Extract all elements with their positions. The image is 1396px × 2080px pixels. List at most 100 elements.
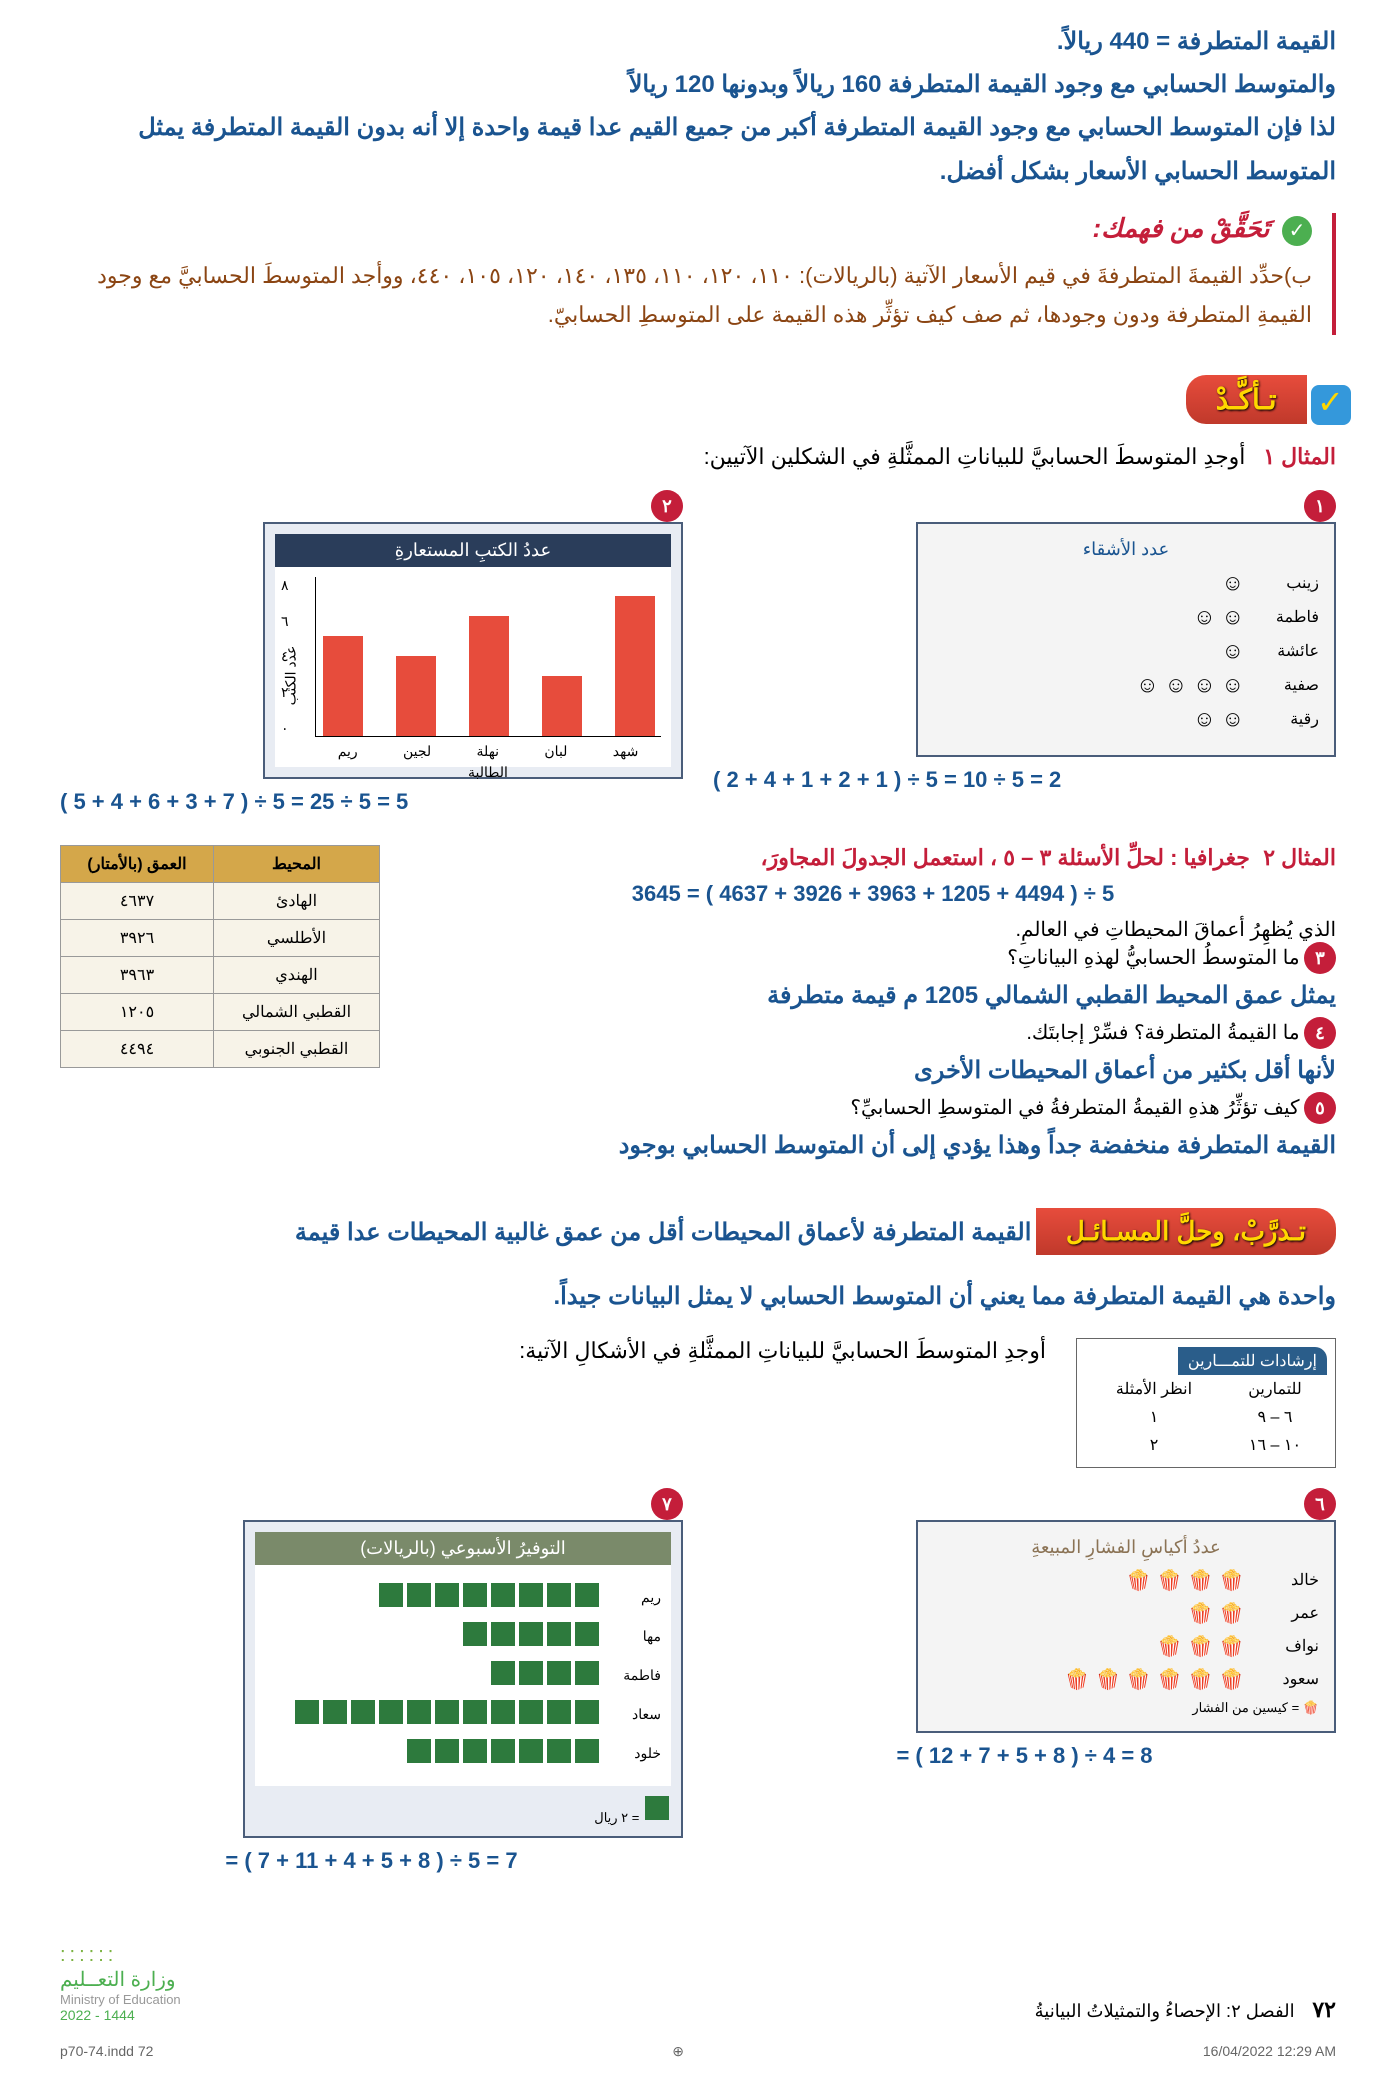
green-square-icon: [407, 1583, 431, 1607]
green-square-icon: [379, 1583, 403, 1607]
picto-label: صفية: [1259, 675, 1319, 695]
guide-box: إرشادات للتمـــارين للتمارينانظر الأمثلة…: [1076, 1338, 1336, 1468]
green-label: ريم: [611, 1589, 661, 1606]
takid-banner: تـأكَّـدْ: [1186, 375, 1307, 424]
num-3: ٣: [1304, 942, 1336, 974]
picto-label: عائشة: [1259, 641, 1319, 661]
green-square-icon: [575, 1661, 599, 1685]
bar: [615, 596, 655, 736]
green-square-icon: [491, 1661, 515, 1685]
green-square-icon: [463, 1583, 487, 1607]
check-icon: ✓: [1282, 216, 1312, 246]
guide-title: إرشادات للتمـــارين: [1178, 1347, 1327, 1375]
q4: ما القيمةُ المتطرفة؟ فسِّرْ إجابتَك.: [1026, 1022, 1299, 1044]
date: 16/04/2022 12:29 AM: [1203, 2043, 1336, 2060]
chart7-legend: = ٢ ريال: [255, 1794, 671, 1826]
geo-intro: جغرافيا : لحلِّ الأسئلة ٣ – ٥ ، استعمل ا…: [761, 845, 1250, 870]
bar-label: شهد: [613, 743, 639, 760]
picto-label: نواف: [1259, 1636, 1319, 1656]
num-6: ٦: [1304, 1488, 1336, 1520]
picto-label: خالد: [1259, 1570, 1319, 1590]
charts-row-2: ٦ عددُ أكياسِ الفشارِ المبيعةِ خالد🍿🍿🍿🍿ع…: [60, 1488, 1336, 1884]
chart7-title: التوفيرُ الأسبوعي (بالريالات): [255, 1532, 671, 1565]
green-square-icon: [351, 1700, 375, 1724]
green-square-icon: [491, 1739, 515, 1763]
picto-row: عمر🍿🍿: [933, 1601, 1319, 1626]
num-2: ٢: [651, 490, 683, 522]
example2-text-col: المثال ٢ جغرافيا : لحلِّ الأسئلة ٣ – ٥ ،…: [410, 845, 1336, 1168]
green-square-icon: [435, 1739, 459, 1763]
green-square-icon: [519, 1700, 543, 1724]
popcorn-icon: 🍿: [1065, 1667, 1090, 1692]
ocean-table-col: المحيط العمق (بالأمتار) الهادئ٤٦٣٧الأطلس…: [60, 845, 380, 1068]
stick-icon: ☺: [1222, 570, 1244, 596]
bar: [542, 676, 582, 736]
check-body: ب)حدِّد القيمةَ المتطرفةَ في قيم الأسعار…: [60, 256, 1312, 335]
green-square-icon: [463, 1739, 487, 1763]
x-label: الطالبة: [315, 764, 661, 781]
green-label: فاطمة: [611, 1667, 661, 1684]
green-square-icon: [575, 1739, 599, 1763]
conclusion-line1: لذا فإن المتوسط الحسابي مع وجود القيمة ا…: [60, 106, 1336, 149]
popcorn-pictograph: عددُ أكياسِ الفشارِ المبيعةِ خالد🍿🍿🍿🍿عمر…: [916, 1520, 1336, 1733]
mean-comparison: والمتوسط الحسابي مع وجود القيمة المتطرفة…: [60, 63, 1336, 106]
green-label: خلود: [611, 1745, 661, 1762]
crop-icon: ⊕: [672, 2043, 684, 2060]
popcorn-icon: 🍿: [1157, 1634, 1182, 1659]
chart7-col: ٧ التوفيرُ الأسبوعي (بالريالات) ريممهافا…: [60, 1488, 683, 1884]
ans4: لأنها أقل بكثير من أعماق المحيطات الأخرى: [410, 1049, 1336, 1092]
ocean-h2: العمق (بالأمتار): [61, 845, 214, 882]
page-num: ٧٢: [1312, 1997, 1336, 2022]
picto-label: زينب: [1259, 573, 1319, 593]
tadrib-text: أوجدِ المتوسطَ الحسابيَّ للبياناتِ الممث…: [60, 1338, 1046, 1364]
green-square-icon: [491, 1700, 515, 1724]
tadrib-banner: تـدرَّبْ، وحلَّ المسـائـل: [1036, 1208, 1336, 1255]
popcorn-icon: 🍿: [1219, 1568, 1244, 1593]
popcorn-icon: 🍿: [1126, 1568, 1151, 1593]
guide-r1a: ٦ – ٩: [1223, 1403, 1327, 1431]
green-square-icon: [491, 1622, 515, 1646]
q5: كيف تؤثِّرُ هذهِ القيمةُ المتطرفةُ في ال…: [850, 1097, 1299, 1119]
picto-row: عائشة☺: [933, 638, 1319, 664]
stick-icon: ☺: [1193, 706, 1215, 732]
top-section: القيمة المتطرفة = 440 ريالاً. والمتوسط ا…: [60, 20, 1336, 193]
popcorn-icon: 🍿: [1157, 1568, 1182, 1593]
chart1-calc: ( 2 + 4 + 1 + 2 + 1 ) ÷ 5 = 10 ÷ 5 = 2: [713, 767, 1336, 793]
chapter-info: ٧٢ الفصل ٢: الإحصاءُ والتمثيلاتُ البياني…: [1035, 1997, 1336, 2023]
bar-label: نهلة: [477, 743, 500, 760]
green-square-icon: [435, 1700, 459, 1724]
picto-row: زينب ☺: [933, 570, 1319, 596]
guide-h2: انظر الأمثلة: [1085, 1375, 1223, 1403]
q5-line: ٥ كيف تؤثِّرُ هذهِ القيمةُ المتطرفةُ في …: [410, 1092, 1336, 1124]
chart1-title: عدد الأشقاء: [933, 539, 1319, 560]
ministry-ar: وزارة التعــليم: [60, 1967, 181, 1992]
picto-row: سعود🍿🍿🍿🍿🍿🍿: [933, 1667, 1319, 1692]
num-4: ٤: [1304, 1017, 1336, 1049]
green-square-icon: [519, 1583, 543, 1607]
bar: [469, 616, 509, 736]
siblings-pictograph: عدد الأشقاء زينب☺فاطمة☺☺عائشة☺صفية☺☺☺☺رق…: [916, 522, 1336, 757]
guide-r1b: ١: [1085, 1403, 1223, 1431]
popcorn-icon: 🍿: [1219, 1667, 1244, 1692]
num-5: ٥: [1304, 1092, 1336, 1124]
picto-row: نواف🍿🍿🍿: [933, 1634, 1319, 1659]
savings-chart: التوفيرُ الأسبوعي (بالريالات) ريم مها فاطم…: [243, 1520, 683, 1838]
guide-r2a: ١٠ – ١٦: [1223, 1431, 1327, 1459]
q3-line: ٣ ما المتوسطُ الحسابيُّ لهذهِ البياناتِ؟: [410, 942, 1336, 974]
bar-label: لبان: [544, 743, 567, 760]
tadrib-wrapper: تـدرَّبْ، وحلَّ المسـائـل القيمة المتطرف…: [60, 1188, 1336, 1275]
ans5a: القيمة المتطرفة منخفضة جداً وهذا يؤدي إل…: [410, 1124, 1336, 1167]
example1-line: المثال ١ أوجدِ المتوسطَ الحسابيَّ للبيان…: [60, 444, 1336, 470]
table-row: القطبي الشمالي١٢٠٥: [61, 993, 380, 1030]
picto-label: رقية: [1259, 709, 1319, 729]
year: 2022 - 1444: [60, 2007, 181, 2023]
green-square-icon: [547, 1583, 571, 1607]
q3: ما المتوسطُ الحسابيُّ لهذهِ البياناتِ؟: [1007, 947, 1299, 969]
conclusion-line2: المتوسط الحسابي الأسعار بشكل أفضل.: [60, 150, 1336, 193]
outlier-value: القيمة المتطرفة = 440 ريالاً.: [60, 20, 1336, 63]
green-row: مها: [265, 1620, 661, 1653]
stick-icon: ☺: [1222, 706, 1244, 732]
example2-row: المثال ٢ جغرافيا : لحلِّ الأسئلة ٣ – ٥ ،…: [60, 845, 1336, 1168]
picto-row: رقية ☺ ☺: [933, 706, 1319, 732]
green-square-icon: [379, 1700, 403, 1724]
